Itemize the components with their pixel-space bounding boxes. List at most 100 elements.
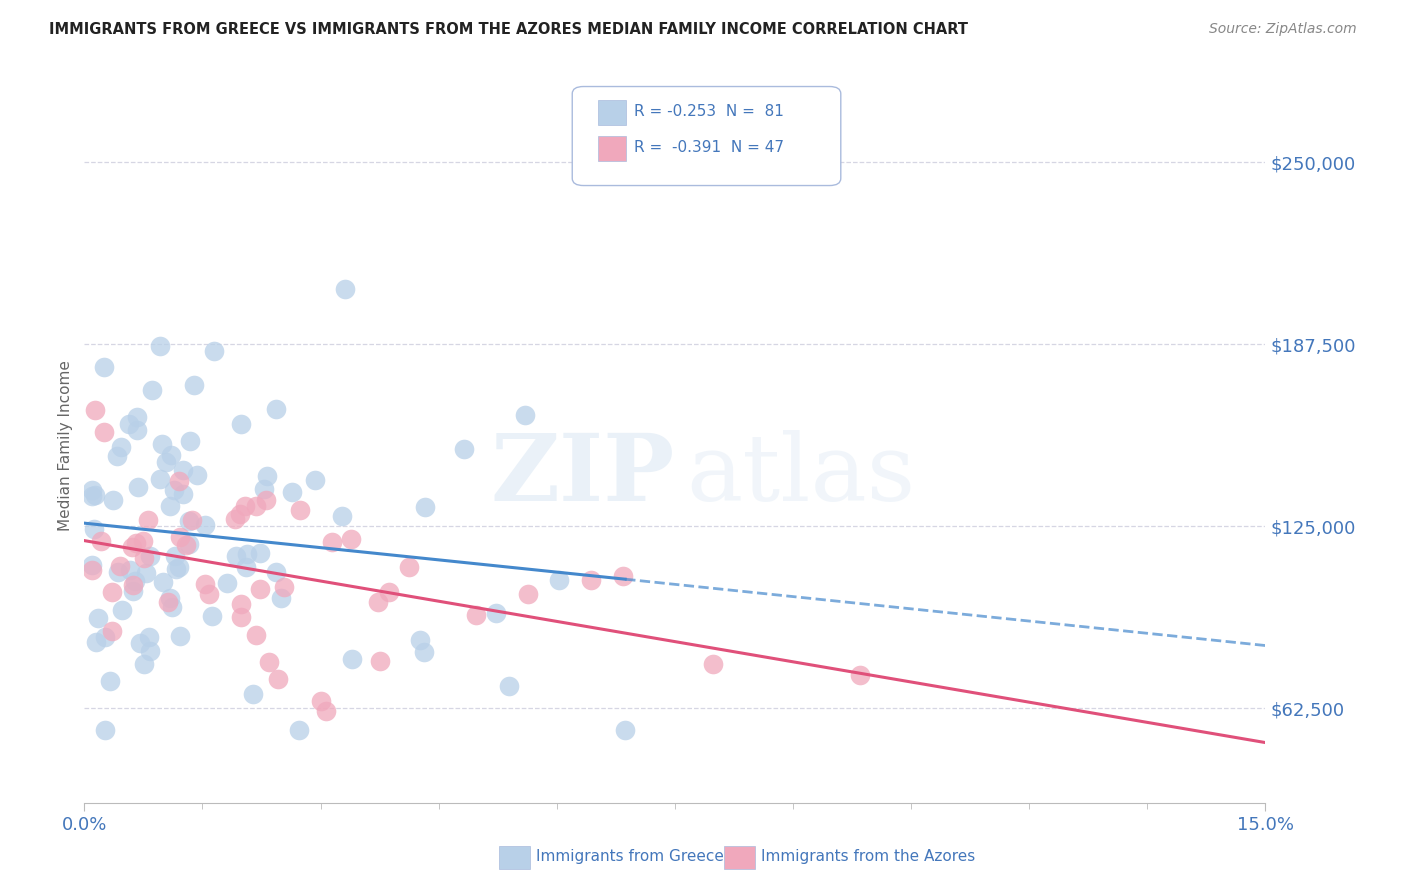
Point bbox=[87, 611, 110, 625]
Point bbox=[107, 565, 129, 579]
Point bbox=[98, 673, 121, 688]
Point bbox=[169, 530, 191, 544]
Point bbox=[330, 508, 353, 523]
Point bbox=[179, 537, 201, 551]
Point bbox=[229, 417, 252, 432]
Point bbox=[548, 573, 571, 587]
Point bbox=[340, 652, 363, 666]
Point bbox=[101, 624, 124, 639]
Point bbox=[111, 603, 134, 617]
Text: atlas: atlas bbox=[686, 430, 915, 519]
Point bbox=[165, 562, 187, 576]
Point bbox=[156, 595, 179, 609]
Point bbox=[84, 403, 107, 417]
Point bbox=[83, 522, 105, 536]
Point bbox=[163, 483, 186, 498]
Point bbox=[162, 600, 184, 615]
Text: Immigrants from the Azores: Immigrants from the Azores bbox=[761, 849, 974, 863]
Point bbox=[84, 634, 107, 648]
Point bbox=[121, 540, 143, 554]
Point bbox=[215, 576, 238, 591]
Point bbox=[702, 657, 724, 671]
Point bbox=[160, 448, 183, 462]
Point bbox=[163, 549, 186, 563]
Point bbox=[288, 723, 311, 737]
Point bbox=[484, 606, 506, 620]
Point bbox=[172, 486, 194, 500]
Point bbox=[110, 558, 132, 573]
Point bbox=[194, 577, 217, 591]
Point bbox=[125, 409, 148, 424]
Point bbox=[93, 425, 115, 440]
Point bbox=[849, 668, 872, 682]
Point bbox=[413, 500, 436, 514]
Point bbox=[82, 563, 104, 577]
Point bbox=[125, 535, 148, 549]
Point bbox=[579, 574, 602, 588]
Point bbox=[368, 654, 391, 668]
Point bbox=[245, 628, 267, 642]
Point bbox=[159, 500, 181, 514]
Point bbox=[110, 440, 132, 454]
Text: Source: ZipAtlas.com: Source: ZipAtlas.com bbox=[1209, 22, 1357, 37]
Text: Immigrants from Greece: Immigrants from Greece bbox=[536, 849, 724, 863]
Point bbox=[270, 591, 292, 605]
Point bbox=[231, 597, 253, 611]
Point bbox=[254, 493, 277, 508]
Point bbox=[82, 483, 104, 498]
Point bbox=[139, 549, 162, 563]
Point bbox=[201, 609, 224, 624]
Point bbox=[120, 563, 142, 577]
Point bbox=[256, 468, 278, 483]
Point bbox=[335, 281, 357, 295]
Point bbox=[167, 560, 190, 574]
Point bbox=[409, 632, 432, 647]
Point bbox=[249, 582, 271, 596]
Point bbox=[233, 499, 256, 513]
Point bbox=[101, 492, 124, 507]
Point bbox=[367, 595, 389, 609]
Point bbox=[304, 473, 326, 487]
Text: ZIP: ZIP bbox=[491, 430, 675, 519]
Point bbox=[377, 585, 399, 599]
Point bbox=[273, 580, 295, 594]
Point bbox=[231, 610, 253, 624]
Point bbox=[90, 533, 112, 548]
Point bbox=[242, 687, 264, 701]
Point bbox=[464, 608, 486, 623]
Point bbox=[159, 591, 181, 605]
Point bbox=[179, 434, 201, 448]
Point bbox=[149, 339, 172, 353]
Point bbox=[150, 437, 173, 451]
Point bbox=[614, 723, 637, 737]
Point bbox=[236, 547, 259, 561]
Point bbox=[288, 503, 311, 517]
Point bbox=[253, 482, 276, 496]
Point bbox=[398, 560, 420, 574]
Point bbox=[100, 585, 122, 599]
Point bbox=[179, 514, 201, 528]
Point bbox=[152, 574, 174, 589]
Point bbox=[94, 630, 117, 644]
Text: IMMIGRANTS FROM GREECE VS IMMIGRANTS FROM THE AZORES MEDIAN FAMILY INCOME CORREL: IMMIGRANTS FROM GREECE VS IMMIGRANTS FRO… bbox=[49, 22, 969, 37]
Point bbox=[266, 673, 288, 687]
Text: R =  -0.391  N = 47: R = -0.391 N = 47 bbox=[634, 140, 785, 154]
Point bbox=[515, 409, 537, 423]
Point bbox=[229, 507, 252, 521]
Point bbox=[125, 423, 148, 437]
Point bbox=[498, 679, 520, 693]
Point bbox=[82, 558, 104, 573]
Point bbox=[122, 578, 145, 592]
Y-axis label: Median Family Income: Median Family Income bbox=[58, 360, 73, 532]
Point bbox=[225, 549, 247, 563]
Point bbox=[183, 377, 205, 392]
Point bbox=[453, 442, 475, 456]
Point bbox=[413, 645, 436, 659]
Point bbox=[82, 489, 104, 503]
Point bbox=[129, 636, 152, 650]
Point bbox=[132, 551, 155, 566]
Point bbox=[136, 513, 159, 527]
Point bbox=[93, 360, 115, 375]
Point bbox=[118, 417, 141, 432]
Point bbox=[138, 630, 160, 644]
